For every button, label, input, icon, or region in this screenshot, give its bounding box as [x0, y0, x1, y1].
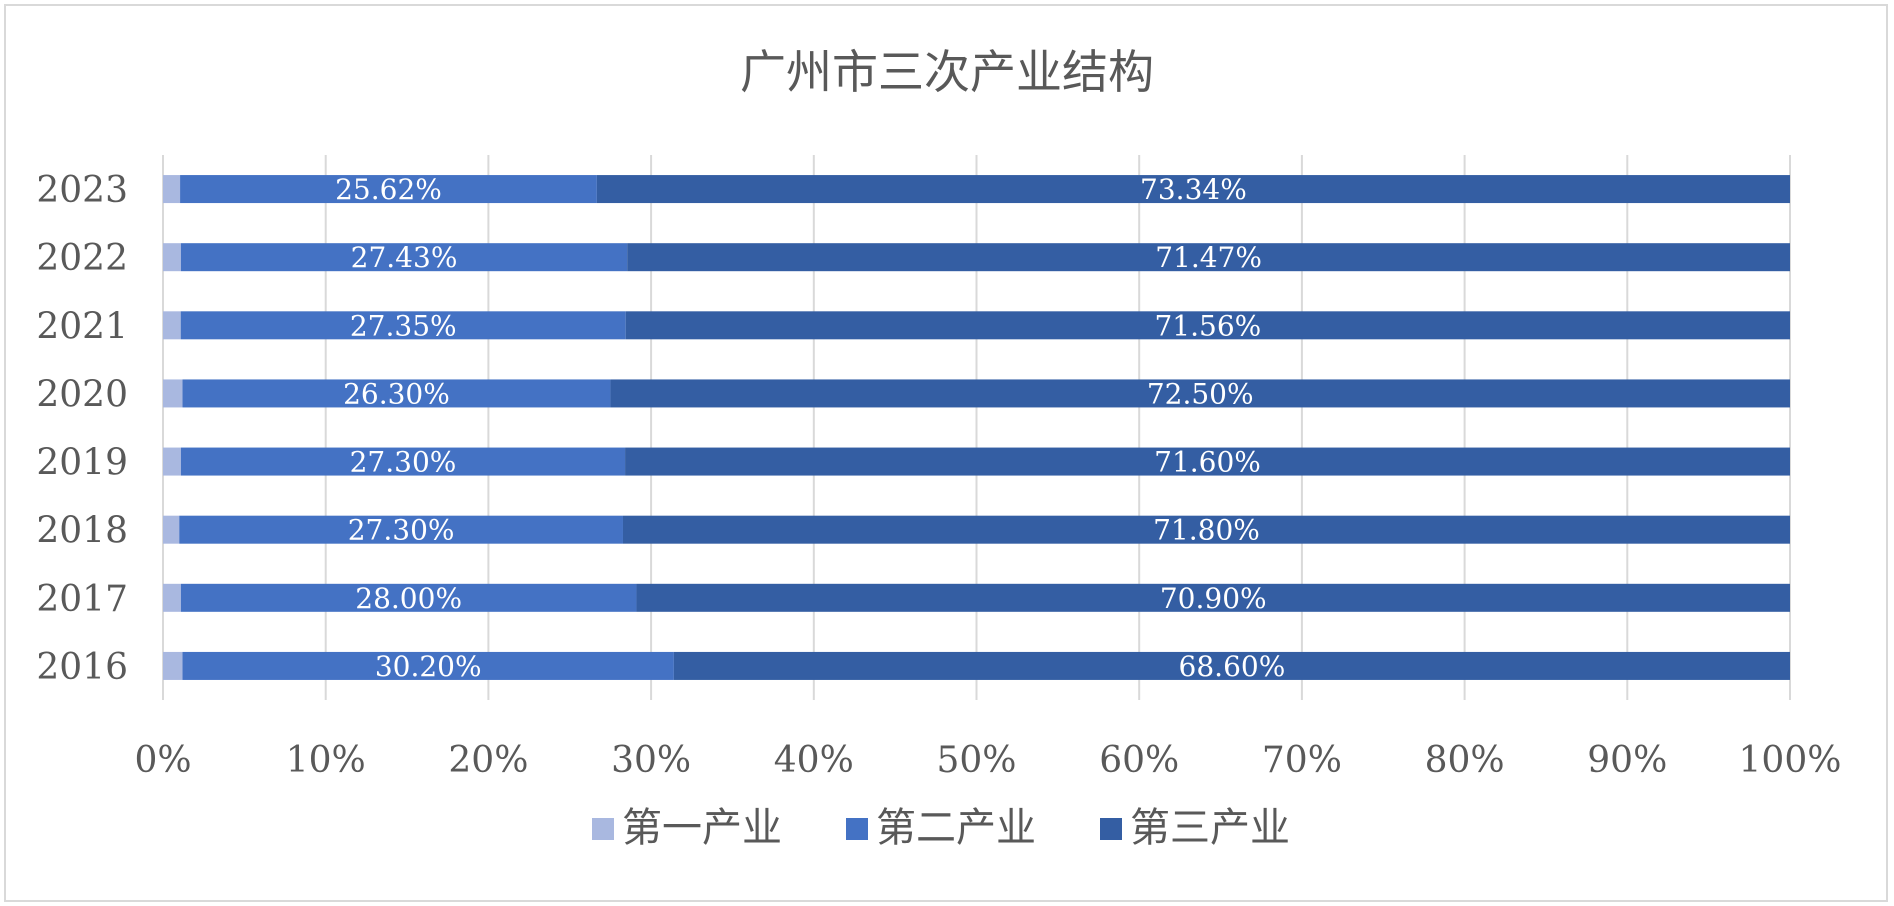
bar-segment [180, 243, 628, 272]
y-axis-labels: 2016 2017 2018 2019 2020 2021 2022 2023 [36, 170, 128, 688]
data-label: 28.00% [355, 582, 462, 615]
x-tick-label: 80% [1425, 740, 1505, 781]
data-label: 27.43% [351, 241, 458, 274]
x-tick-label: 90% [1587, 740, 1667, 781]
x-tick-label: 30% [611, 740, 691, 781]
bar-segment [163, 175, 181, 204]
y-tick-label: 2019 [36, 443, 128, 484]
legend-swatch [592, 818, 614, 840]
x-tick-label: 50% [936, 740, 1016, 781]
data-label: 73.34% [1140, 173, 1247, 206]
bar-segment [625, 447, 1790, 476]
legend-label: 第一产业 [622, 805, 782, 851]
bar-segment [180, 447, 626, 476]
x-tick-label: 70% [1262, 740, 1342, 781]
bar-segment [179, 515, 623, 544]
bars: 1.20%30.20%68.60%1.10%28.00%70.90%1.00%2… [163, 173, 1791, 683]
legend: 第一产业 第二产业 第三产业 [592, 805, 1290, 851]
data-label: 70.90% [1160, 582, 1267, 615]
data-label: 68.60% [1179, 650, 1286, 683]
data-label: 71.60% [1154, 446, 1261, 479]
x-tick-label: 20% [448, 740, 528, 781]
chart-title: 广州市三次产业结构 [740, 45, 1154, 99]
bar-segment [180, 583, 637, 612]
x-tick-label: 60% [1099, 740, 1179, 781]
data-label: 71.47% [1155, 241, 1262, 274]
data-label: 26.30% [343, 377, 450, 410]
legend-swatch [1100, 818, 1122, 840]
data-label: 25.62% [335, 173, 442, 206]
y-tick-label: 2022 [36, 238, 128, 279]
bar-segment [622, 515, 1791, 544]
data-label: 71.56% [1154, 309, 1261, 342]
bar-segment [182, 379, 611, 408]
y-tick-label: 2018 [36, 511, 128, 552]
bar-segment [627, 243, 1790, 272]
bar-segment [596, 175, 1791, 204]
bar-segment [163, 651, 183, 680]
legend-label: 第三产业 [1130, 805, 1290, 851]
bar-segment [163, 243, 181, 272]
bar-segment [163, 515, 180, 544]
bar-segment [163, 583, 181, 612]
data-label: 71.80% [1153, 514, 1260, 547]
y-tick-label: 2017 [36, 579, 128, 620]
x-tick-label: 40% [774, 740, 854, 781]
y-tick-label: 2023 [36, 170, 128, 211]
bar-segment [163, 311, 181, 340]
x-axis-labels: 0% 10% 20% 30% 40% 50% 60% 70% 80% 90% 100% [134, 740, 1841, 781]
data-label: 72.50% [1147, 377, 1254, 410]
bar-segment [180, 175, 597, 204]
bar-segment [163, 447, 181, 476]
grid-lines [162, 155, 1791, 700]
data-label: 27.35% [350, 309, 457, 342]
x-tick-label: 0% [134, 740, 191, 781]
bar-segment [163, 379, 183, 408]
y-tick-label: 2020 [36, 374, 128, 415]
bar-segment [673, 651, 1791, 680]
bar-segment [625, 311, 1791, 340]
y-tick-label: 2016 [36, 647, 128, 688]
data-label: 27.30% [348, 514, 455, 547]
x-tick-label: 100% [1739, 740, 1842, 781]
data-label: 30.20% [375, 650, 482, 683]
y-tick-label: 2021 [36, 306, 128, 347]
data-label: 27.30% [350, 446, 457, 479]
bar-segment [182, 651, 674, 680]
bar-segment [180, 311, 626, 340]
x-tick-label: 10% [286, 740, 366, 781]
bar-segment [636, 583, 1790, 612]
bar-segment [610, 379, 1790, 408]
legend-label: 第二产业 [876, 805, 1036, 851]
legend-swatch [846, 818, 868, 840]
